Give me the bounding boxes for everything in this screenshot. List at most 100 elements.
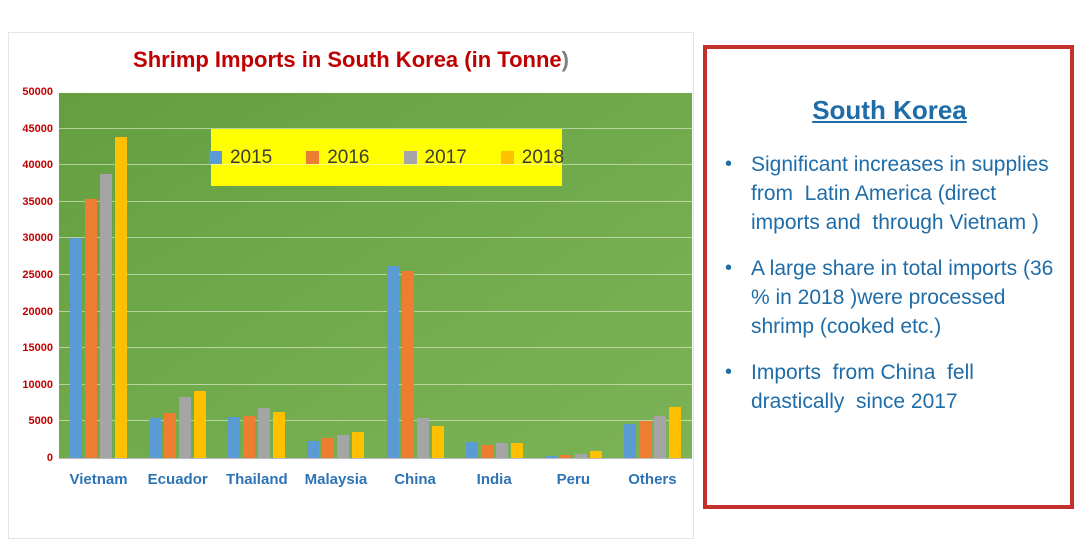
chart-title-suffix: ) [561, 47, 569, 72]
bar-2018-malaysia [352, 432, 365, 458]
bar-2015-peru [544, 455, 557, 458]
bullet-text: Significant increases in supplies from L… [751, 153, 1055, 234]
gridline-20000 [59, 310, 692, 312]
x-tick-india: India [476, 471, 512, 488]
panel-title: South Korea [812, 95, 967, 125]
bar-2018-thailand [273, 411, 286, 458]
legend-entry-2015: 2015 [208, 146, 273, 169]
chart-card: Shrimp Imports in South Korea (in Tonne)… [8, 32, 694, 539]
bar-2018-india [510, 442, 523, 458]
y-tick-15000: 15000 [22, 342, 53, 355]
bar-2016-india [480, 444, 493, 458]
bar-group-vietnam [59, 93, 138, 458]
bar-group-china [376, 93, 455, 458]
gridline-30000 [59, 237, 692, 239]
chart-title-text: Shrimp Imports in South Korea (in Tonne [133, 47, 562, 72]
legend-entry-2017: 2017 [403, 146, 467, 169]
bar-group-malaysia [296, 93, 375, 458]
y-tick-40000: 40000 [22, 159, 53, 172]
legend-swatch-2018 [500, 151, 514, 164]
bar-2018-ecuador [194, 390, 207, 458]
x-tick-others: Others [628, 471, 677, 488]
bullet-dot: • [725, 361, 733, 383]
y-tick-45000: 45000 [22, 122, 53, 135]
bar-2015-malaysia [307, 441, 320, 458]
plot-area: 2015 2016 2017 2018 [59, 91, 692, 459]
legend-swatch-2016 [306, 151, 320, 164]
bullet-dot: • [725, 257, 733, 279]
chart-legend: 2015 2016 2017 2018 [208, 129, 565, 186]
bar-2017-india [495, 442, 508, 458]
y-tick-20000: 20000 [22, 305, 53, 318]
bar-2017-peru [574, 454, 587, 458]
gridline-10000 [59, 383, 692, 385]
bar-2015-thailand [228, 417, 241, 458]
bar-2017-thailand [258, 408, 271, 458]
gridline-35000 [59, 200, 692, 202]
bar-2017-china [416, 417, 429, 458]
bar-2015-india [465, 441, 478, 458]
gridline-25000 [59, 274, 692, 275]
bar-2017-malaysia [337, 435, 350, 458]
bar-2016-peru [559, 455, 572, 458]
legend-swatch-2015 [208, 151, 222, 164]
bullet-item: • Imports from China fell drastically si… [725, 358, 1054, 416]
bar-2016-china [401, 271, 414, 458]
x-tick-ecuador: Ecuador [147, 471, 208, 488]
bullet-item: • A large share in total imports (36 % i… [725, 254, 1054, 341]
bar-2018-peru [589, 451, 602, 458]
bar-2015-others [623, 423, 636, 458]
bar-2016-ecuador [164, 412, 177, 458]
bar-group-ecuador [138, 93, 217, 458]
x-tick-vietnam: Vietnam [69, 471, 128, 488]
gridline-50000 [59, 91, 692, 92]
chart-title: Shrimp Imports in South Korea (in Tonne) [9, 47, 693, 73]
bar-2018-china [431, 425, 444, 458]
bar-2017-vietnam [100, 173, 113, 458]
legend-swatch-2017 [403, 151, 417, 164]
y-tick-50000: 50000 [22, 86, 53, 98]
y-tick-35000: 35000 [22, 195, 53, 208]
bullet-list: • Significant increases in supplies from… [725, 150, 1054, 416]
bar-2017-others [653, 415, 666, 458]
bullet-dot: • [725, 153, 733, 175]
x-tick-malaysia: Malaysia [304, 471, 368, 488]
gridline-45000 [59, 127, 692, 129]
bar-2016-malaysia [322, 438, 335, 458]
x-axis-labels: Vietnam Ecuador Thailand Malaysia China India… [59, 471, 692, 495]
bar-group-thailand [217, 93, 296, 458]
y-axis-labels: 0 5000 10000 15000 20000 25000 30000 35000 40000… [9, 87, 53, 464]
y-tick-25000: 25000 [22, 269, 53, 281]
gridline-5000 [59, 420, 692, 422]
bullet-text: Imports from China fell drastically sinc… [751, 361, 980, 413]
x-tick-peru: Peru [556, 471, 590, 488]
bar-2018-vietnam [115, 137, 128, 458]
legend-entry-2016: 2016 [306, 146, 370, 169]
bar-group-india [455, 93, 534, 458]
bar-2015-ecuador [149, 417, 162, 458]
legend-label-2017: 2017 [424, 146, 467, 168]
bar-2018-others [668, 406, 681, 458]
y-tick-30000: 30000 [22, 232, 53, 245]
legend-entry-2018: 2018 [500, 146, 565, 169]
x-tick-thailand: Thailand [225, 471, 288, 488]
south-korea-panel: South Korea • Significant increases in s… [703, 45, 1074, 509]
bullet-text: A large share in total imports (36 % in … [751, 257, 1060, 338]
bar-group-peru [534, 93, 613, 458]
bar-2016-others [638, 421, 651, 458]
gridline-40000 [59, 164, 692, 166]
y-tick-5000: 5000 [28, 415, 53, 428]
x-tick-china: China [394, 471, 436, 488]
bar-2016-vietnam [85, 198, 98, 458]
bar-2016-thailand [243, 415, 256, 458]
legend-label-2015: 2015 [229, 146, 273, 168]
gridline-15000 [59, 347, 692, 349]
bullet-item: • Significant increases in supplies from… [725, 150, 1054, 237]
legend-label-2018: 2018 [521, 146, 565, 168]
y-tick-10000: 10000 [22, 378, 53, 391]
bar-2015-vietnam [70, 238, 83, 458]
bar-2015-china [386, 266, 399, 458]
legend-label-2016: 2016 [327, 146, 370, 168]
y-tick-0: 0 [46, 452, 53, 464]
